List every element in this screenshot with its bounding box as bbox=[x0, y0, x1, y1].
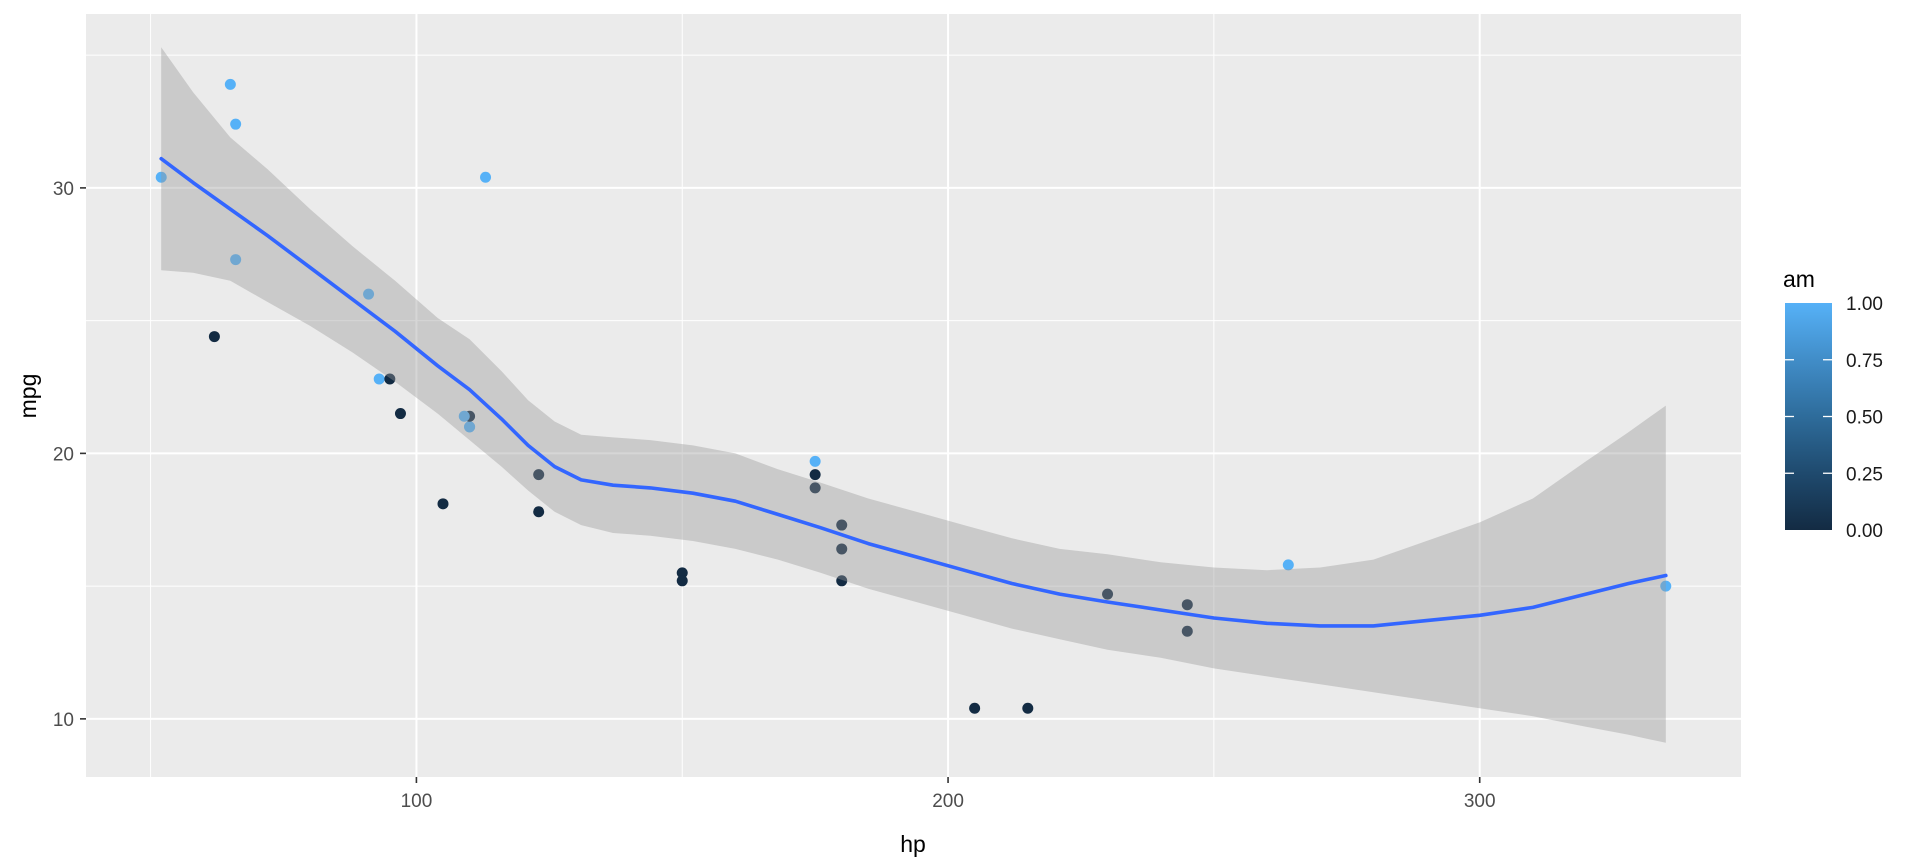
y-tick-label: 20 bbox=[53, 444, 74, 465]
data-point bbox=[394, 408, 406, 420]
data-point bbox=[458, 410, 470, 422]
data-point bbox=[373, 373, 385, 385]
data-point bbox=[809, 482, 821, 494]
loess-smooth-line bbox=[159, 156, 1668, 628]
confidence-ribbon bbox=[161, 47, 1666, 743]
x-tick-label: 100 bbox=[401, 791, 433, 812]
data-point bbox=[384, 373, 396, 385]
panel-background bbox=[86, 14, 1741, 777]
major-gridlines bbox=[86, 14, 1741, 777]
data-point bbox=[1181, 599, 1193, 611]
data-point bbox=[208, 331, 220, 343]
minor-gridlines bbox=[86, 14, 1741, 777]
y-tick-label: 10 bbox=[53, 710, 74, 731]
data-point bbox=[836, 519, 848, 531]
legend-tick-label: 0.00 bbox=[1846, 521, 1883, 542]
legend-tick-label: 0.75 bbox=[1846, 351, 1883, 372]
x-tick-label: 200 bbox=[932, 791, 964, 812]
data-point bbox=[1181, 625, 1193, 637]
data-point bbox=[533, 469, 545, 481]
scatter-points bbox=[155, 78, 1672, 714]
legend-tick-label: 0.50 bbox=[1846, 408, 1883, 429]
data-point bbox=[1022, 702, 1034, 714]
data-point bbox=[224, 78, 236, 90]
x-tick-label: 300 bbox=[1464, 791, 1496, 812]
legend-title: am bbox=[1783, 266, 1815, 292]
data-point bbox=[155, 171, 167, 183]
data-point bbox=[1282, 559, 1294, 571]
data-point bbox=[809, 469, 821, 481]
data-point bbox=[464, 421, 476, 433]
legend-tick-marks bbox=[1785, 359, 1832, 474]
data-point bbox=[676, 567, 688, 579]
data-point bbox=[480, 171, 492, 183]
legend: am 1.00 0.75 0.50 0.25 0.00 bbox=[1783, 266, 1883, 542]
data-point bbox=[230, 254, 242, 266]
data-point bbox=[437, 498, 449, 510]
legend-tick-labels: 1.00 0.75 0.50 0.25 0.00 bbox=[1846, 294, 1883, 542]
data-point bbox=[363, 288, 375, 300]
data-point bbox=[836, 575, 848, 587]
data-point bbox=[836, 543, 848, 555]
plot-panel bbox=[86, 14, 1741, 777]
y-axis-title: mpg bbox=[15, 374, 41, 419]
data-point bbox=[676, 575, 688, 587]
x-axis-title: hp bbox=[900, 831, 926, 857]
data-point bbox=[230, 118, 242, 130]
data-point bbox=[1660, 580, 1672, 592]
y-tick-label: 30 bbox=[53, 179, 74, 200]
data-point bbox=[969, 702, 981, 714]
data-point bbox=[533, 506, 545, 518]
legend-tick-label: 0.25 bbox=[1846, 464, 1883, 485]
axis-tick-labels: 100 200 300 10 20 30 bbox=[53, 179, 1496, 812]
data-point bbox=[809, 455, 821, 467]
ribbon-area bbox=[161, 47, 1666, 743]
data-point bbox=[1102, 588, 1114, 600]
axis-tick-marks bbox=[80, 187, 1481, 783]
smooth-curve bbox=[159, 156, 1668, 628]
legend-tick-label: 1.00 bbox=[1846, 294, 1883, 315]
